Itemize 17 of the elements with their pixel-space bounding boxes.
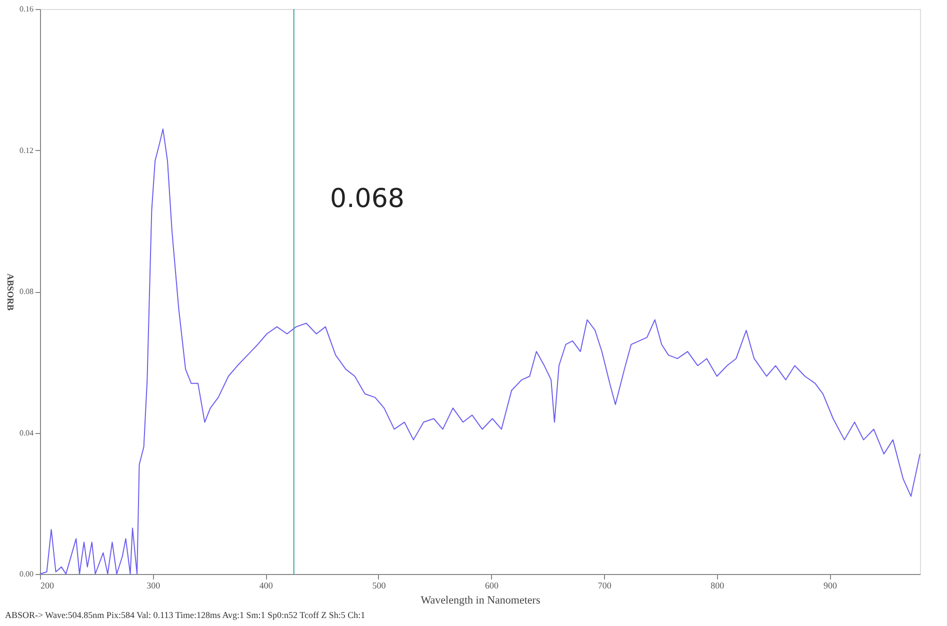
x-axis-title: Wavelength in Nanometers	[420, 594, 540, 606]
annotation: 0.068	[330, 184, 404, 214]
text: ABSOR-> Wave:504.85nm Pix:584 Val: 0.113 Time:128ms Avg:1 Sm:1 Sp0:n52 Tcoff Z Sh:5 Ch:1	[5, 610, 366, 620]
y-tick-label: 0.04	[20, 428, 34, 438]
x-tick-label: 400	[259, 580, 274, 590]
y-tick-label: 0.12	[20, 146, 34, 155]
x-tick-label: 700	[598, 580, 612, 590]
x-tick-label: 900	[823, 580, 838, 590]
x-tick-label: 300	[146, 580, 161, 590]
y-tick-label: 0.00	[20, 570, 34, 578]
x-tick-label: 500	[372, 580, 386, 590]
y-tick-label: 0.16	[20, 4, 34, 14]
y-axis-title: ABSORB	[6, 273, 16, 311]
x-tick-label: 200	[40, 580, 54, 590]
x-tick-label: 600	[485, 580, 500, 590]
x-tick-label: 800	[710, 580, 725, 590]
y-tick-label: 0.08	[20, 287, 34, 296]
